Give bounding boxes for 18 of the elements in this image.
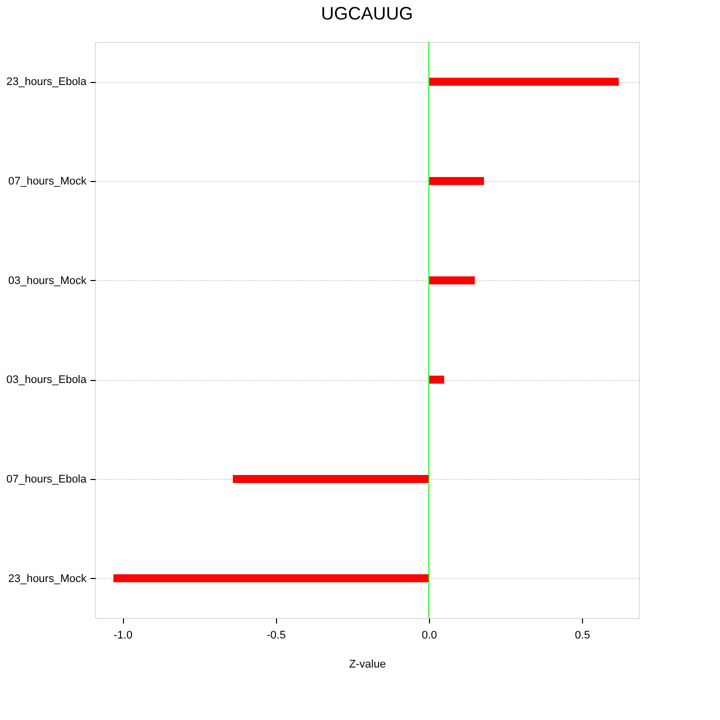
x-tick-label: 0.5 — [574, 630, 590, 642]
bar — [428, 276, 475, 284]
y-tick-label: 23_hours_Ebola — [6, 76, 88, 88]
x-tick-label: 0.0 — [422, 630, 438, 642]
y-tick-label: 07_hours_Mock — [8, 176, 87, 188]
y-tick-label: 03_hours_Ebola — [6, 374, 88, 386]
bar — [428, 376, 444, 384]
bar — [232, 474, 429, 483]
x-tick-label: -0.5 — [266, 630, 286, 642]
x-axis-title: Z-value — [349, 658, 386, 670]
chart-title: UGCAUUG — [320, 4, 414, 24]
bar — [428, 177, 484, 186]
y-tick-label: 07_hours_Ebola — [6, 473, 88, 486]
bar — [428, 78, 619, 86]
bar — [113, 574, 429, 582]
y-tick-label: 03_hours_Mock — [8, 274, 87, 287]
x-tick-label: -1.0 — [114, 630, 133, 642]
y-tick-label: 23_hours_Mock — [8, 572, 87, 585]
